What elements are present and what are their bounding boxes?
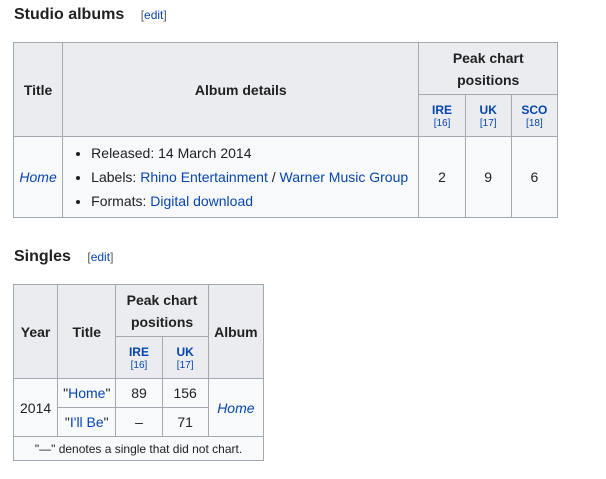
chart-link-uk[interactable]: UK [176, 344, 194, 359]
list-item: Formats: Digital download [91, 189, 418, 213]
quote-open: " [63, 385, 69, 401]
singles-heading: Singles [edit] [14, 247, 113, 267]
album-title-link[interactable]: Home [19, 169, 57, 185]
col-header-title: Title [12, 42, 64, 137]
peak-uk: 9 [464, 136, 512, 218]
col-header-year: Year [12, 284, 59, 379]
single-year-cell: 2014 [12, 378, 59, 437]
released-text: Released: 14 March 2014 [91, 145, 252, 161]
chart-header-sco: SCO [18] [510, 94, 559, 137]
single-title-link-ill-be[interactable]: I'll Be [69, 414, 104, 430]
quote-close: " [105, 385, 111, 401]
list-item: Labels: Rhino Entertainment / Warner Mus… [91, 165, 418, 189]
chart-link-ire[interactable]: IRE [432, 102, 453, 117]
single-album-link[interactable]: Home [217, 399, 255, 416]
chart-header-uk: UK [17] [464, 94, 512, 137]
peak-sco: 6 [510, 136, 559, 218]
chart-header-ire: IRE [16] [115, 336, 163, 379]
chart-link-sco[interactable]: SCO [521, 102, 548, 117]
singles-title: Singles [14, 248, 71, 265]
chart-ref-ire[interactable]: [16] [433, 117, 451, 129]
list-item: Released: 14 March 2014 [91, 141, 418, 165]
single-peak-ire: – [115, 407, 163, 437]
single-peak-uk: 156 [161, 378, 209, 408]
quote-close: " [103, 414, 109, 430]
table-row: 2014 "Home" 89 156 Home [12, 378, 265, 437]
col-header-peak-chart-positions: Peak chart positions [115, 284, 209, 337]
single-peak-ire: 89 [115, 378, 163, 408]
single-peak-uk: 71 [161, 407, 209, 437]
col-header-album-details: Album details [62, 42, 420, 137]
single-title-cell: "Home" [57, 378, 117, 408]
labels-prefix: Labels: [91, 169, 141, 185]
single-title-link-home[interactable]: Home [68, 385, 106, 401]
label-link-rhino[interactable]: Rhino Entertainment [140, 169, 268, 185]
chart-ref-uk[interactable]: [17] [479, 117, 497, 129]
edit-link[interactable]: edit [144, 8, 164, 22]
album-details-cell: Released: 14 March 2014 Labels: Rhino En… [62, 136, 420, 218]
chart-header-uk: UK [17] [161, 336, 209, 379]
studio-albums-edit: [edit] [140, 8, 167, 22]
singles-table: Year Title Peak chart positions Album IR… [12, 284, 265, 461]
formats-prefix: Formats: [91, 193, 151, 209]
col-header-album: Album [207, 284, 265, 379]
album-details-list: Released: 14 March 2014 Labels: Rhino En… [63, 141, 418, 213]
studio-albums-table: Title Album details Peak chart positions… [12, 42, 559, 218]
singles-edit: [edit] [87, 250, 114, 264]
chart-ref-ire[interactable]: [16] [130, 359, 148, 371]
quote-open: " [64, 414, 70, 430]
chart-ref-uk[interactable]: [17] [176, 359, 194, 371]
singles-footnote: "—" denotes a single that did not chart. [13, 436, 264, 461]
format-link-digital[interactable]: Digital download [150, 193, 254, 209]
col-header-peak-chart-positions: Peak chart positions [418, 42, 558, 95]
album-title-cell: Home [12, 136, 64, 218]
edit-link[interactable]: edit [90, 250, 111, 264]
chart-ref-sco[interactable]: [18] [526, 117, 543, 129]
table-row: Home Released: 14 March 2014 Labels: Rhi… [12, 136, 559, 218]
studio-albums-heading: Studio albums [edit] [14, 5, 167, 25]
labels-separator: / [267, 169, 280, 185]
chart-header-ire: IRE [16] [418, 94, 466, 137]
label-link-warner[interactable]: Warner Music Group [279, 169, 409, 185]
single-title-cell: "I'll Be" [57, 407, 117, 437]
peak-ire: 2 [418, 136, 466, 218]
studio-albums-title: Studio albums [14, 6, 125, 23]
chart-link-uk[interactable]: UK [479, 102, 497, 117]
col-header-title: Title [57, 284, 117, 379]
chart-link-ire[interactable]: IRE [128, 344, 149, 359]
single-album-cell: Home [207, 378, 265, 437]
